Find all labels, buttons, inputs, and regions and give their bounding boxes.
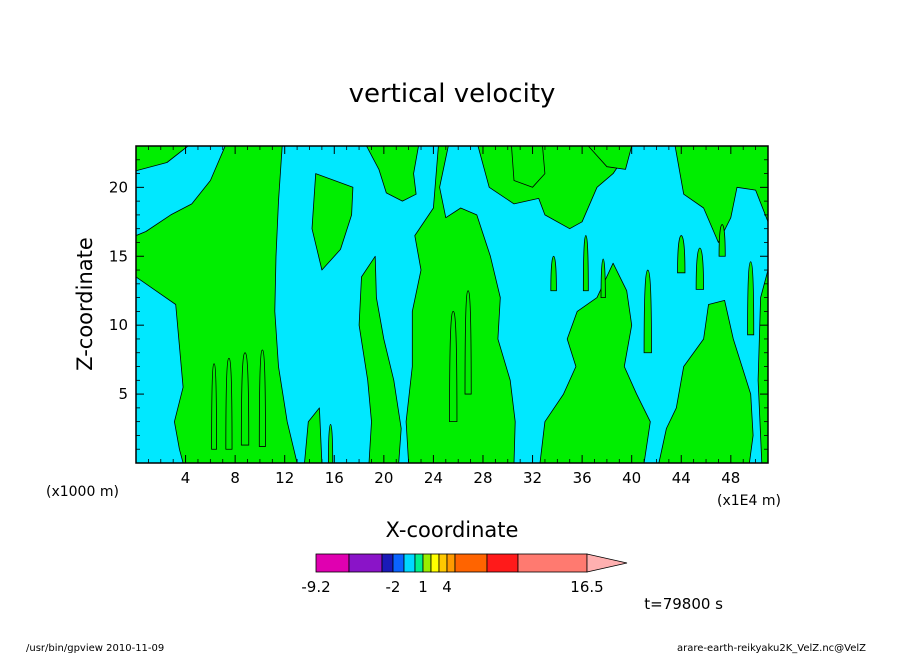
colorbar-cell-2	[381, 553, 394, 573]
x-tick-label-20: 20	[374, 469, 393, 487]
colorbar-cell-9	[446, 553, 456, 573]
x-tick-label-48: 48	[721, 469, 740, 487]
colorbar-cell-5	[414, 553, 424, 573]
colorbar-label-3: 4	[442, 578, 452, 596]
colorbar-cell-7	[430, 553, 440, 573]
contour-region-8	[539, 262, 651, 463]
contour-streak-4	[449, 310, 458, 423]
contour-region-3	[311, 173, 354, 271]
contour-streak-5	[464, 290, 472, 395]
x-tick-label-24: 24	[424, 469, 443, 487]
colorbar-label-1: -2	[386, 578, 401, 596]
footer-right: arare-earth-reikyaku2K_VelZ.nc@VelZ	[677, 643, 866, 654]
x-tick-label-12: 12	[275, 469, 294, 487]
colorbar-label-2: 1	[418, 578, 428, 596]
x-tick-label-4: 4	[181, 469, 191, 487]
colorbar-cell-6	[422, 553, 432, 573]
colorbar: -9.2 -2 1 4 16.5	[301, 553, 628, 596]
contour-regions	[136, 146, 768, 463]
footer-left: /usr/bin/gpview 2010-11-09	[26, 643, 164, 654]
x-unit-left: (x1000 m)	[46, 484, 119, 500]
contour-streak-12	[327, 424, 334, 463]
colorbar-label-4: 16.5	[570, 578, 603, 596]
contour-region-10	[674, 146, 768, 243]
x-tick-label-40: 40	[622, 469, 641, 487]
chart-title: vertical velocity	[349, 79, 556, 109]
y-tick-label-10: 10	[109, 316, 128, 334]
contour-region-5	[405, 146, 516, 463]
contour-streak-1	[225, 357, 233, 450]
contour-streak-14	[643, 269, 652, 354]
y-tick-label-5: 5	[118, 385, 128, 403]
y-tick-label-20: 20	[109, 178, 128, 196]
contour-streak-9	[695, 247, 704, 290]
contour-region-12	[511, 146, 546, 188]
x-axis-label: X-coordinate	[386, 518, 519, 542]
colorbar-cell-1	[348, 553, 383, 573]
contour-region-1	[136, 146, 189, 172]
colorbar-cell-3	[392, 553, 405, 573]
contour-streak-7	[600, 258, 606, 299]
contour-streak-6	[582, 235, 589, 292]
colorbar-cell-0	[315, 553, 350, 573]
contour-streak-11	[747, 261, 755, 336]
plot-frame	[135, 145, 769, 464]
x-tick-label-36: 36	[573, 469, 592, 487]
colorbar-arrow	[586, 553, 628, 573]
colorbar-cell-11	[486, 553, 519, 573]
time-label: t=79800 s	[644, 595, 723, 613]
contour-streak-0	[211, 363, 217, 450]
contour-region-2	[304, 407, 323, 463]
x-tick-label-8: 8	[230, 469, 240, 487]
contour-streak-3	[258, 349, 266, 447]
x-tick-label-16: 16	[325, 469, 344, 487]
colorbar-cell-4	[403, 553, 416, 573]
x-tick-label-28: 28	[473, 469, 492, 487]
contour-region-11	[587, 146, 633, 170]
contour-streak-13	[550, 255, 557, 292]
contour-region-4	[366, 146, 419, 202]
contour-region-6	[358, 255, 402, 463]
contour-streak-8	[677, 235, 686, 274]
colorbar-cell-12	[517, 553, 588, 573]
y-tick-label-15: 15	[109, 247, 128, 265]
x-tick-label-44: 44	[672, 469, 691, 487]
contour-streak-10	[718, 224, 726, 257]
x-unit-right: (x1E4 m)	[717, 493, 781, 509]
colorbar-cell-8	[438, 553, 448, 573]
y-axis-label: Z-coordinate	[73, 237, 97, 371]
contour-region-0	[136, 146, 298, 463]
contour-region-9	[658, 299, 754, 463]
x-tick-label-32: 32	[523, 469, 542, 487]
colorbar-cell-10	[454, 553, 488, 573]
contour-streak-2	[240, 352, 250, 446]
colorbar-label-0: -9.2	[301, 578, 330, 596]
